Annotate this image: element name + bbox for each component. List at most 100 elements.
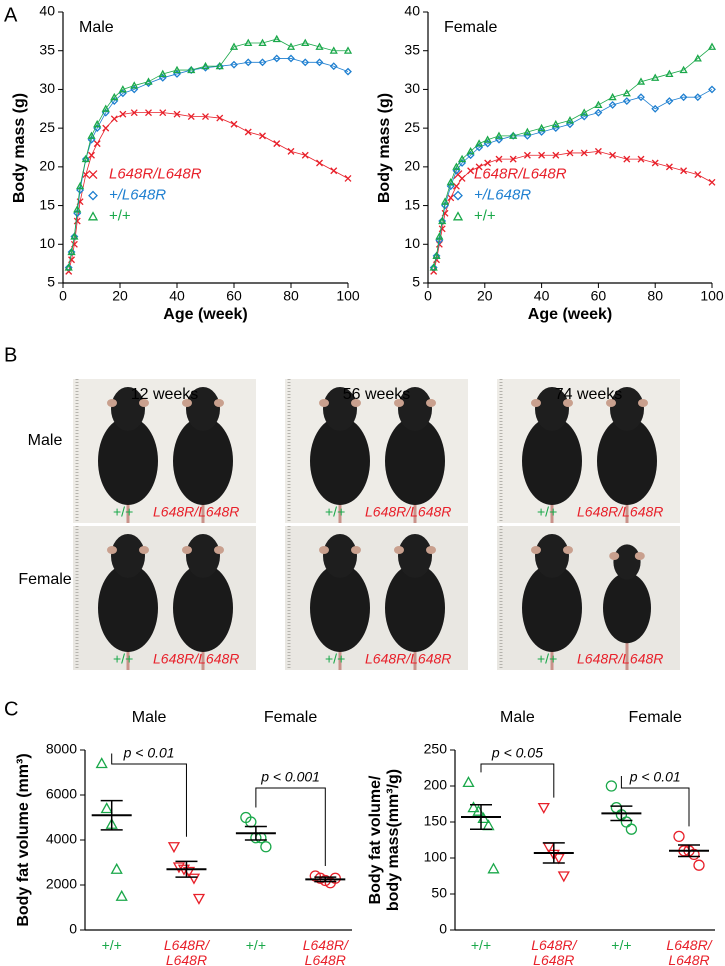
marker xyxy=(187,65,196,74)
x-tick-label: 20 xyxy=(112,288,128,304)
mouse-body xyxy=(385,564,445,652)
significance-bracket xyxy=(111,753,187,837)
x-tick-label: 40 xyxy=(169,288,185,304)
marker xyxy=(673,830,685,843)
y-tick-label: 6000 xyxy=(46,786,77,802)
series-line xyxy=(433,89,713,268)
marker xyxy=(230,60,238,69)
marker xyxy=(537,123,546,132)
mouse-body xyxy=(98,564,158,652)
marker xyxy=(73,217,81,225)
y-axis-label: Body mass (g) xyxy=(376,92,394,203)
row-label: Female xyxy=(18,571,71,588)
marker xyxy=(100,802,113,814)
marker xyxy=(538,151,546,159)
marker xyxy=(158,69,167,77)
marker xyxy=(495,155,503,163)
marker xyxy=(637,93,645,102)
genotype-label: +/+ xyxy=(325,651,345,667)
marker xyxy=(467,167,475,175)
marker xyxy=(329,872,341,884)
mouse-head xyxy=(323,387,357,431)
x-axis-label: Age (week) xyxy=(163,306,247,323)
mouse-head xyxy=(398,534,432,578)
mouse-ear xyxy=(634,552,645,560)
marker xyxy=(665,69,674,77)
x-tick-label: L648R/ L648R xyxy=(302,937,348,966)
marker xyxy=(605,780,618,792)
marker xyxy=(144,77,153,85)
y-tick-label: 150 xyxy=(424,813,448,829)
marker xyxy=(87,131,96,139)
marker xyxy=(344,175,352,182)
marker xyxy=(118,85,127,93)
marker xyxy=(694,171,702,179)
marker xyxy=(67,247,76,256)
marker xyxy=(159,109,167,117)
marker xyxy=(167,842,181,854)
marker xyxy=(259,132,266,140)
mouse-body xyxy=(98,417,158,505)
marker xyxy=(693,93,702,102)
marker xyxy=(707,42,717,50)
significance-label: p < 0.01 xyxy=(629,769,681,785)
marker xyxy=(487,862,500,874)
marker xyxy=(620,816,633,828)
marker xyxy=(258,58,267,67)
mouse-body xyxy=(522,417,582,505)
marker xyxy=(343,46,353,54)
marker xyxy=(244,128,252,136)
y-tick-label: 35 xyxy=(39,41,55,57)
marker xyxy=(229,42,239,50)
marker xyxy=(509,131,518,139)
mouse-ear xyxy=(214,546,224,554)
legend-label: L648R/L648R xyxy=(474,166,567,183)
mouse-body xyxy=(310,564,370,652)
legend-label: +/+ xyxy=(474,208,496,225)
significance-bracket xyxy=(255,787,326,866)
y-tick-label: 30 xyxy=(404,80,420,96)
marker xyxy=(244,58,253,67)
genotype-label: +/+ xyxy=(113,504,133,520)
y-tick-label: 40 xyxy=(39,3,55,19)
y-axis-label: Body fat volume/ body mass(mm³/g) xyxy=(367,768,402,912)
marker xyxy=(344,67,352,76)
y-tick-label: 40 xyxy=(404,3,420,19)
marker xyxy=(93,140,101,148)
mouse-ear xyxy=(606,399,616,407)
y-tick-label: 100 xyxy=(424,849,448,865)
marker xyxy=(610,801,623,814)
marker xyxy=(447,194,455,202)
error-bar xyxy=(470,803,492,830)
marker xyxy=(145,109,152,117)
marker xyxy=(438,216,447,225)
marker xyxy=(636,77,646,85)
genotype-label: L648R/L648R xyxy=(365,651,451,667)
marker xyxy=(260,841,272,853)
mouse-ear xyxy=(563,546,573,554)
marker xyxy=(509,155,517,163)
mouse-head xyxy=(186,534,220,578)
series-line xyxy=(433,46,713,268)
marker xyxy=(192,893,206,905)
significance-label: p < 0.001 xyxy=(260,769,320,785)
marker xyxy=(429,263,438,271)
marker xyxy=(651,104,660,113)
marker xyxy=(651,159,659,167)
mouse-ear xyxy=(182,399,192,407)
x-tick-label: 100 xyxy=(700,288,724,304)
marker xyxy=(452,211,464,221)
marker xyxy=(202,113,209,120)
y-tick-label: 200 xyxy=(424,777,448,793)
mouse-head xyxy=(610,387,644,431)
mouse-ear xyxy=(351,399,361,407)
mouse-ear xyxy=(351,546,361,554)
marker xyxy=(625,823,638,835)
marker xyxy=(580,149,588,157)
marker xyxy=(537,802,550,814)
marker xyxy=(665,97,674,105)
mouse-head xyxy=(535,387,569,431)
significance-label: p < 0.01 xyxy=(123,745,175,761)
y-tick-label: 4000 xyxy=(46,831,77,847)
